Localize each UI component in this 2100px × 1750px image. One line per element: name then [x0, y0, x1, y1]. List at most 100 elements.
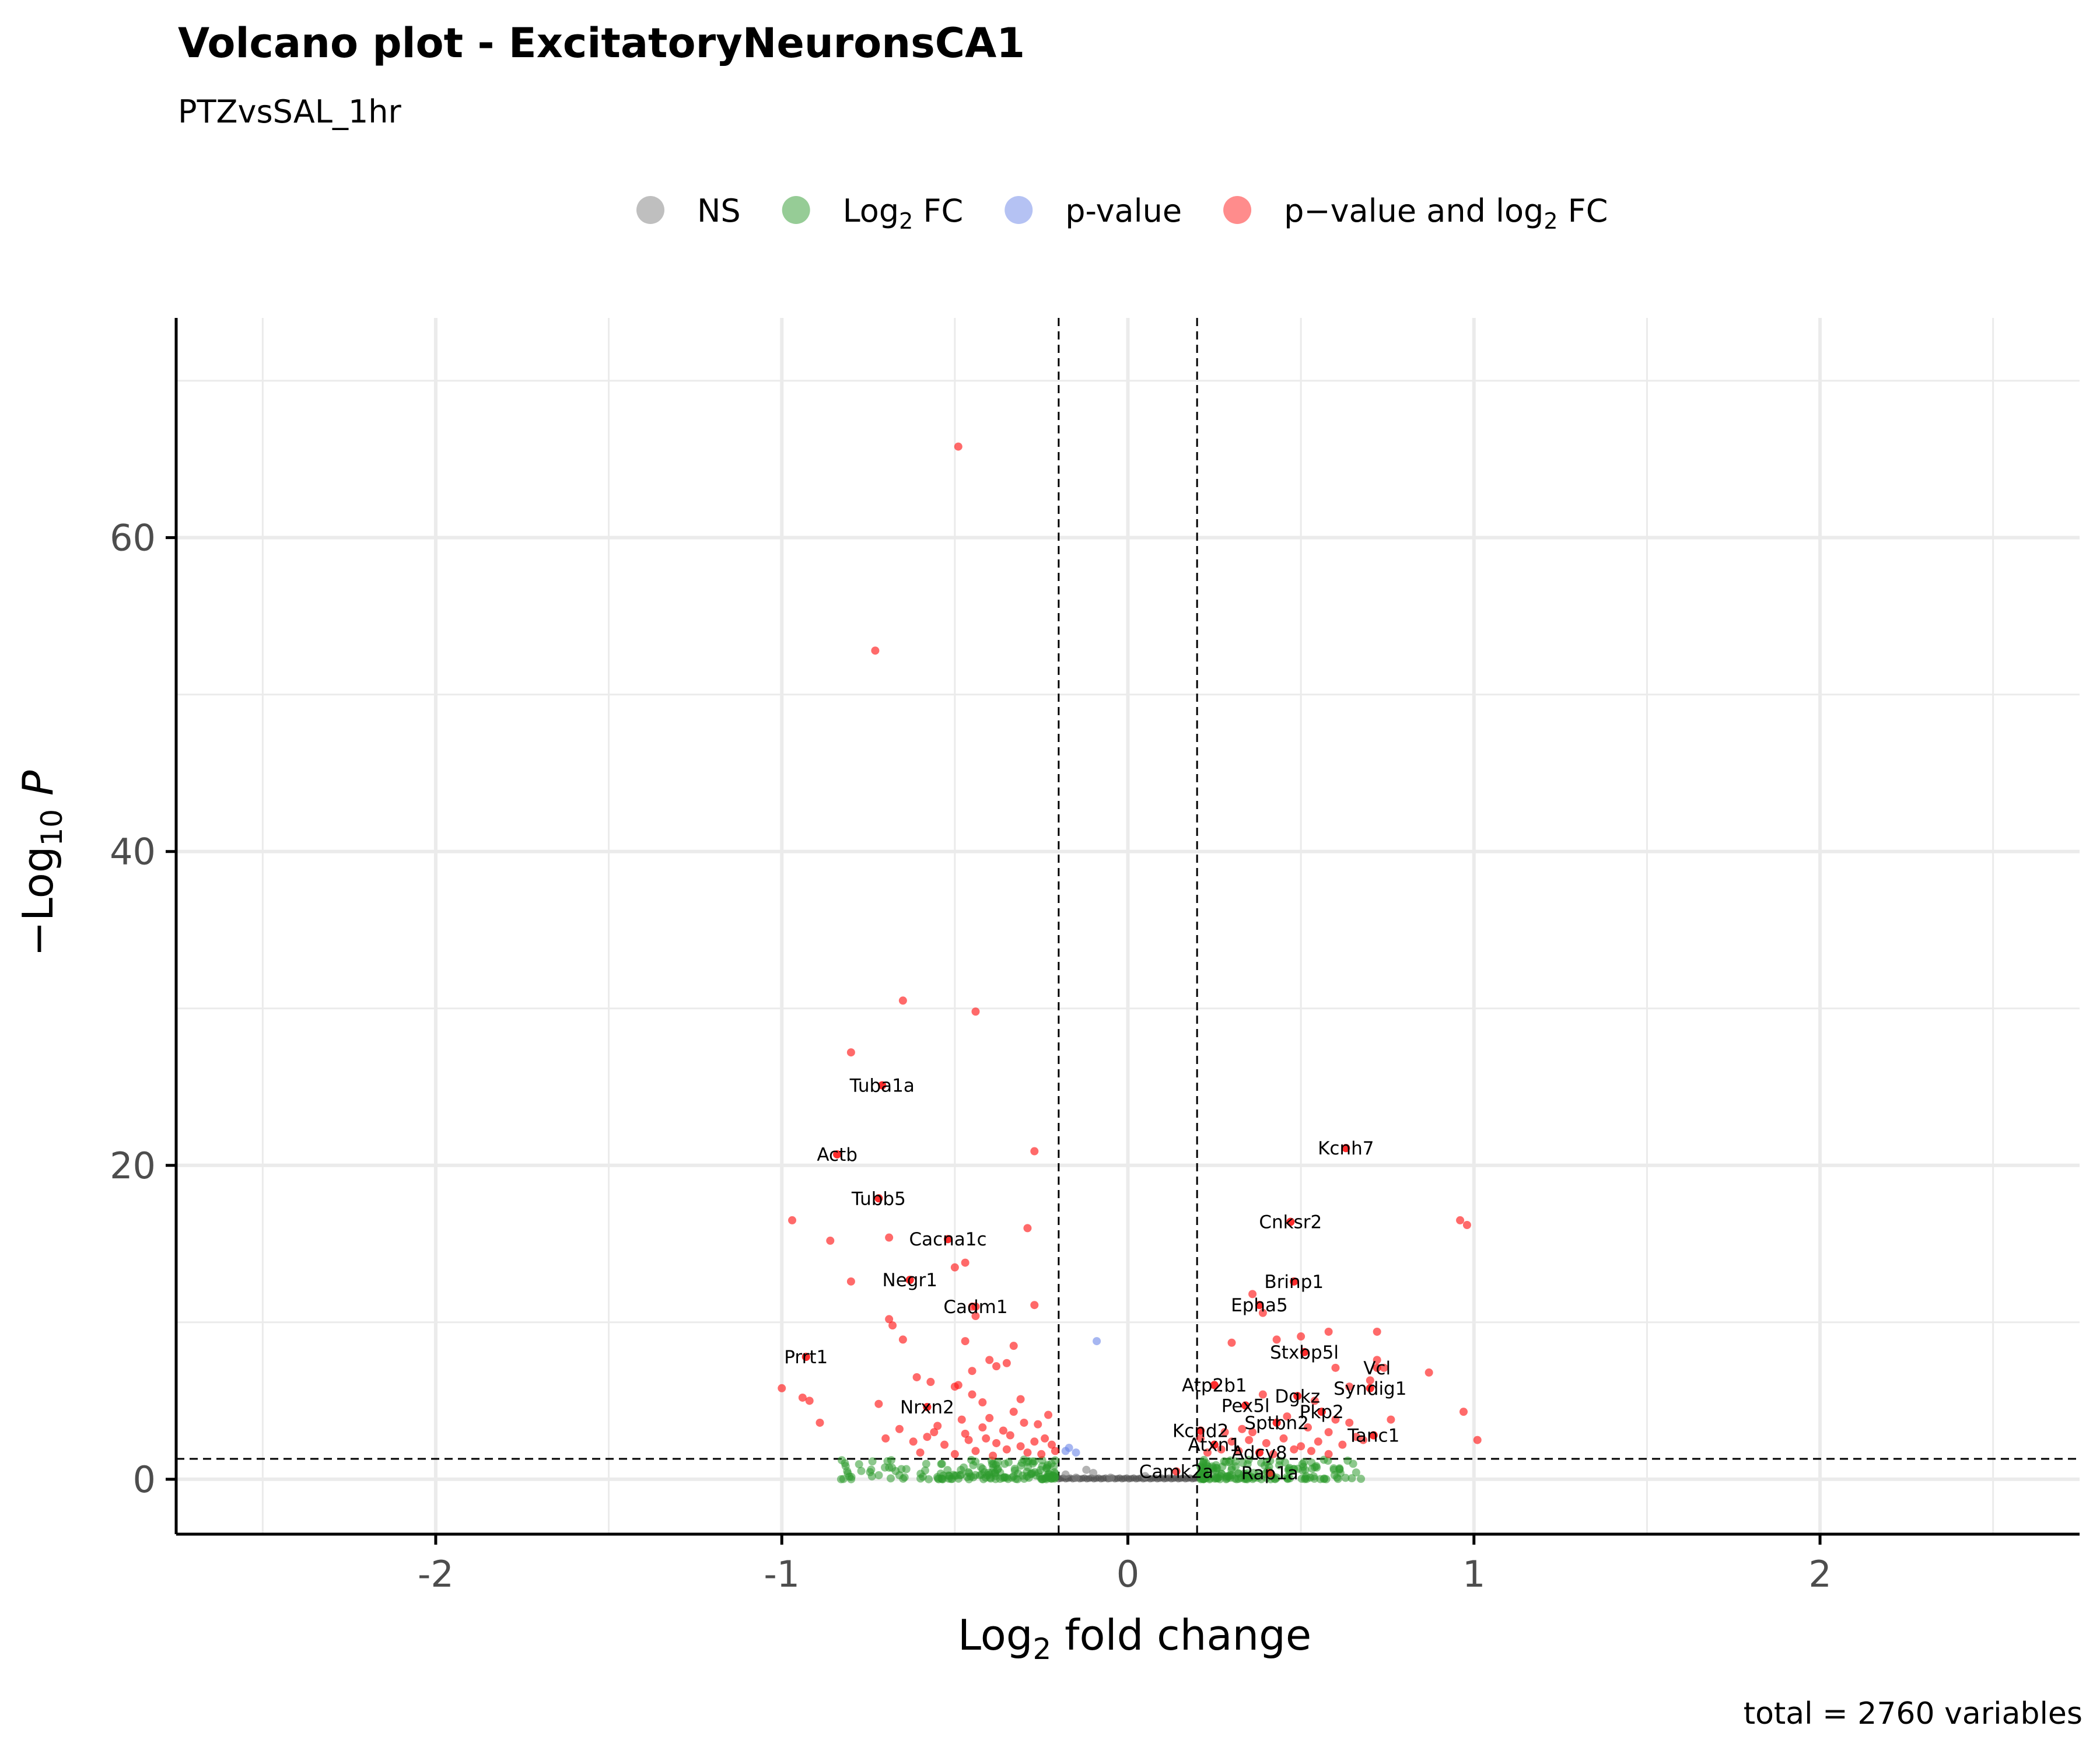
point-significant: [1272, 1418, 1281, 1427]
legend-label-p: p-value: [1065, 192, 1182, 229]
point-fc: [855, 1460, 863, 1469]
gene-label: Adcy8: [1231, 1443, 1287, 1464]
point-fc: [1293, 1464, 1302, 1473]
point-fc: [867, 1465, 876, 1474]
point-fc: [900, 1473, 909, 1482]
point-significant: [923, 1403, 932, 1412]
point-fc: [993, 1458, 1002, 1466]
point-significant: [1030, 1437, 1039, 1446]
point-significant: [978, 1423, 987, 1432]
point-fc: [1027, 1469, 1036, 1478]
point-significant: [999, 1426, 1007, 1435]
point-significant: [1290, 1277, 1298, 1286]
point-fc: [838, 1456, 846, 1465]
point-significant: [964, 1436, 973, 1444]
point-significant: [1002, 1359, 1011, 1367]
gene-label: Pex5l: [1222, 1395, 1270, 1416]
point-significant: [1196, 1434, 1205, 1443]
point-ns: [1082, 1465, 1091, 1474]
point-significant: [871, 646, 880, 655]
point-significant: [985, 1356, 994, 1364]
point-fc: [897, 1465, 906, 1474]
gene-label: Tanc1: [1347, 1426, 1399, 1447]
point-significant: [985, 1413, 994, 1422]
point-fc: [1320, 1455, 1328, 1464]
gene-label: Stxbp5l: [1270, 1342, 1339, 1363]
point-fc: [1352, 1468, 1360, 1477]
point-significant: [1044, 1410, 1053, 1419]
point-significant: [1366, 1384, 1374, 1392]
point-significant: [881, 1434, 890, 1443]
point-significant: [1262, 1438, 1270, 1447]
legend-swatch-ns: [636, 196, 664, 224]
point-significant: [1016, 1395, 1025, 1404]
point-fc: [1044, 1472, 1052, 1481]
point-significant: [1258, 1308, 1267, 1317]
point-significant: [1359, 1436, 1367, 1444]
point-significant: [1255, 1448, 1264, 1457]
point-significant: [943, 1235, 952, 1244]
legend-label-fc: Log2 FC: [843, 192, 964, 234]
chart-title: Volcano plot - ExcitatoryNeuronsCA1: [178, 19, 1025, 67]
legend-swatch-p: [1005, 196, 1033, 224]
point-significant: [1352, 1433, 1361, 1441]
x-tick-label: -1: [764, 1553, 800, 1595]
point-significant: [1234, 1447, 1243, 1455]
point-significant: [1241, 1401, 1250, 1410]
point-fc: [916, 1474, 925, 1483]
point-fc: [965, 1469, 974, 1478]
point-significant: [1248, 1428, 1257, 1437]
point-fc: [984, 1468, 993, 1477]
point-fc: [1030, 1457, 1039, 1466]
point-significant: [1210, 1440, 1219, 1449]
point-significant: [1283, 1412, 1292, 1421]
point-significant: [1258, 1390, 1267, 1399]
point-fc: [1310, 1474, 1319, 1483]
gene-label: Vcl: [1363, 1358, 1391, 1379]
point-significant: [1023, 1448, 1032, 1457]
gene-label: Kcnd2: [1172, 1420, 1228, 1441]
point-fc: [1234, 1469, 1243, 1478]
point-significant: [982, 1434, 991, 1443]
point-significant: [1172, 1467, 1181, 1476]
point-fc: [937, 1460, 946, 1468]
point-significant: [971, 1302, 980, 1311]
caption: total = 2760 variables: [1744, 1696, 2082, 1731]
point-fc: [1253, 1474, 1262, 1482]
point-significant: [1373, 1363, 1381, 1372]
point-significant: [1220, 1428, 1229, 1437]
gene-label: Syndig1: [1334, 1378, 1406, 1399]
point-fc: [1023, 1458, 1031, 1466]
point-significant: [916, 1448, 925, 1457]
point-significant: [905, 1276, 914, 1284]
point-significant: [971, 1312, 980, 1321]
point-significant: [1369, 1431, 1378, 1440]
gene-label: Tubb5: [851, 1188, 906, 1209]
gene-label: Prrt1: [784, 1347, 828, 1368]
gene-label: Rap1a: [1241, 1463, 1298, 1484]
point-significant: [957, 1415, 966, 1424]
point-significant: [846, 1277, 855, 1286]
point-fc: [839, 1475, 848, 1483]
point-fc: [857, 1466, 866, 1475]
legend-label-ns: NS: [697, 192, 741, 229]
point-significant: [912, 1373, 921, 1381]
point-significant: [950, 1263, 959, 1272]
point-significant: [1300, 1348, 1309, 1356]
point-significant: [1227, 1338, 1236, 1347]
point-ns: [1106, 1474, 1115, 1482]
point-significant: [1345, 1418, 1354, 1427]
point-significant: [1324, 1428, 1333, 1437]
point-significant: [1006, 1431, 1014, 1440]
point-fc: [1285, 1467, 1294, 1476]
x-tick-label: 1: [1462, 1553, 1485, 1595]
point-fc: [1243, 1469, 1252, 1478]
x-tick-label: -2: [418, 1553, 454, 1595]
point-fc: [1349, 1460, 1357, 1468]
point-significant: [1009, 1408, 1018, 1416]
point-significant: [1324, 1450, 1333, 1458]
point-fc: [874, 1471, 883, 1479]
legend: NS Log2 FC p-value p−value and log2 FC: [636, 192, 1608, 234]
point-fc: [1238, 1458, 1247, 1467]
